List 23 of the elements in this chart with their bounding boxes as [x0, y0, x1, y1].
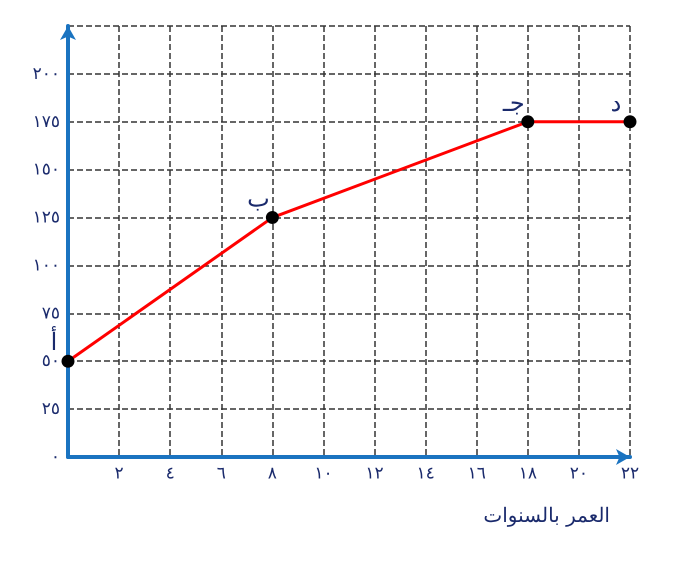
y-tick-label: ١٠٠ — [32, 255, 60, 276]
x-tick-label: ١٨ — [518, 464, 537, 484]
x-tick-label: ٢٠ — [570, 464, 588, 484]
y-tick-label: ٠ — [50, 447, 60, 467]
y-tick-label: ١٥٠ — [32, 160, 60, 180]
annotation: ب — [247, 184, 270, 213]
x-tick-label: ٢٢ — [620, 464, 640, 484]
annotation: جـ — [502, 88, 525, 117]
x-tick-label: ٤ — [166, 464, 175, 484]
y-tick-label: ١٢٥ — [32, 208, 60, 228]
x-tick-label: ٢ — [114, 464, 124, 484]
x-tick-label: ٦ — [216, 464, 226, 484]
x-tick-label: ٨ — [268, 464, 277, 484]
annotation: د — [610, 88, 622, 117]
y-tick-label: ٢٥ — [42, 399, 60, 420]
y-tick-label: ٢٠٠ — [32, 64, 60, 84]
x-tick-label: ١٤ — [416, 464, 435, 484]
y-tick-label: ١٧٥ — [32, 112, 60, 132]
x-tick-label: ١٦ — [468, 464, 486, 484]
y-tick-label: ٧٥ — [42, 303, 60, 324]
x-axis-title: العمر بالسنوات — [483, 503, 610, 527]
x-tick-label: ١٠ — [314, 464, 333, 484]
x-tick-label: ١٢ — [365, 464, 384, 484]
